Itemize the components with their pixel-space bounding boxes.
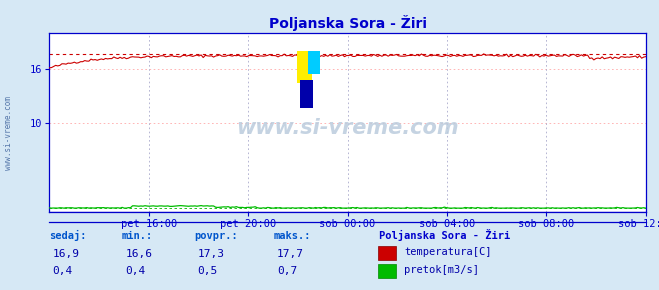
- Bar: [300, 80, 313, 108]
- Text: 17,3: 17,3: [198, 249, 225, 259]
- Bar: [308, 51, 320, 74]
- Text: www.si-vreme.com: www.si-vreme.com: [4, 96, 13, 171]
- Text: www.si-vreme.com: www.si-vreme.com: [237, 118, 459, 138]
- Text: min.:: min.:: [122, 231, 153, 241]
- Text: povpr.:: povpr.:: [194, 231, 238, 241]
- Text: 0,7: 0,7: [277, 266, 297, 276]
- Text: sedaj:: sedaj:: [49, 230, 87, 241]
- Text: 0,4: 0,4: [53, 266, 73, 276]
- Text: 17,7: 17,7: [277, 249, 304, 259]
- Text: 0,5: 0,5: [198, 266, 218, 276]
- Bar: [297, 51, 312, 83]
- Text: 16,9: 16,9: [53, 249, 80, 259]
- Text: pretok[m3/s]: pretok[m3/s]: [404, 265, 479, 275]
- Title: Poljanska Sora - Žiri: Poljanska Sora - Žiri: [269, 15, 426, 31]
- Text: 0,4: 0,4: [125, 266, 146, 276]
- Text: 16,6: 16,6: [125, 249, 152, 259]
- Text: maks.:: maks.:: [273, 231, 311, 241]
- Text: Poljanska Sora - Žiri: Poljanska Sora - Žiri: [379, 229, 510, 241]
- Text: temperatura[C]: temperatura[C]: [404, 246, 492, 257]
